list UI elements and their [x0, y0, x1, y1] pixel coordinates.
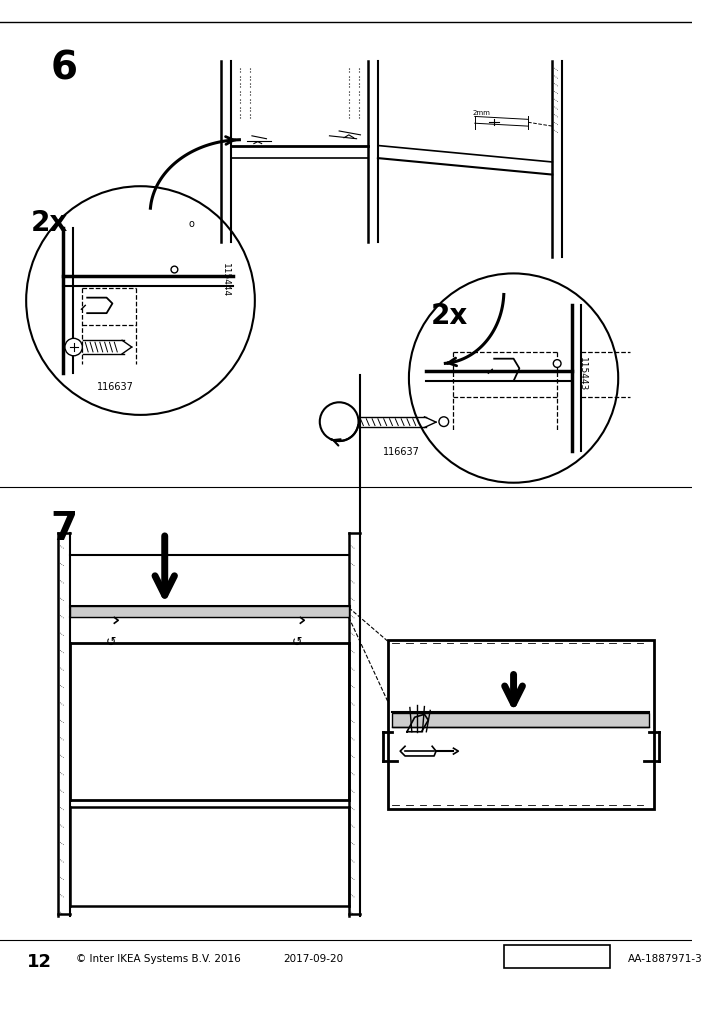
- Text: 115444: 115444: [221, 263, 230, 296]
- Text: © Inter IKEA Systems B.V. 2016: © Inter IKEA Systems B.V. 2016: [76, 952, 241, 962]
- Circle shape: [171, 267, 178, 274]
- Circle shape: [439, 418, 448, 427]
- Text: 7: 7: [51, 510, 78, 547]
- Circle shape: [320, 403, 358, 442]
- Text: 2mm: 2mm: [473, 109, 491, 115]
- Text: o: o: [189, 219, 195, 228]
- Bar: [393, 714, 649, 727]
- Text: 6: 6: [51, 50, 77, 88]
- Text: 115443: 115443: [578, 357, 586, 390]
- Text: 116637: 116637: [97, 381, 134, 391]
- Bar: [504, 945, 610, 969]
- Text: AA-1887971-3: AA-1887971-3: [628, 952, 703, 962]
- Circle shape: [26, 187, 255, 416]
- Text: $\circlearrowleft$: $\circlearrowleft$: [288, 635, 303, 648]
- Text: 12: 12: [27, 951, 52, 970]
- Circle shape: [409, 274, 618, 483]
- Bar: [70, 607, 349, 618]
- Circle shape: [65, 339, 82, 357]
- Text: 2x: 2x: [431, 301, 468, 330]
- Text: 2017-09-20: 2017-09-20: [283, 952, 343, 962]
- Text: 116637: 116637: [383, 447, 420, 456]
- Bar: [388, 640, 654, 810]
- Text: 2x: 2x: [31, 209, 69, 238]
- Text: $\circlearrowleft$: $\circlearrowleft$: [103, 635, 116, 648]
- Circle shape: [553, 360, 561, 368]
